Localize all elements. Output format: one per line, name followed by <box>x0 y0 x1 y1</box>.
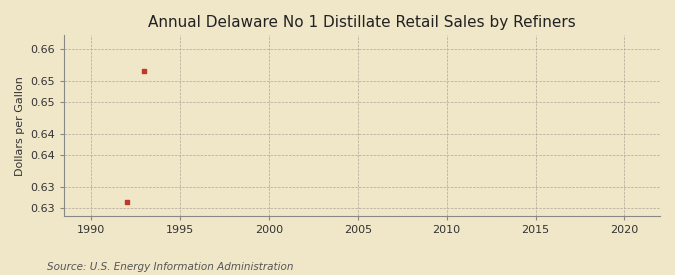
Title: Annual Delaware No 1 Distillate Retail Sales by Refiners: Annual Delaware No 1 Distillate Retail S… <box>148 15 576 30</box>
Text: Source: U.S. Energy Information Administration: Source: U.S. Energy Information Administ… <box>47 262 294 271</box>
Point <box>122 200 132 204</box>
Point <box>139 69 150 73</box>
Y-axis label: Dollars per Gallon: Dollars per Gallon <box>15 76 25 176</box>
